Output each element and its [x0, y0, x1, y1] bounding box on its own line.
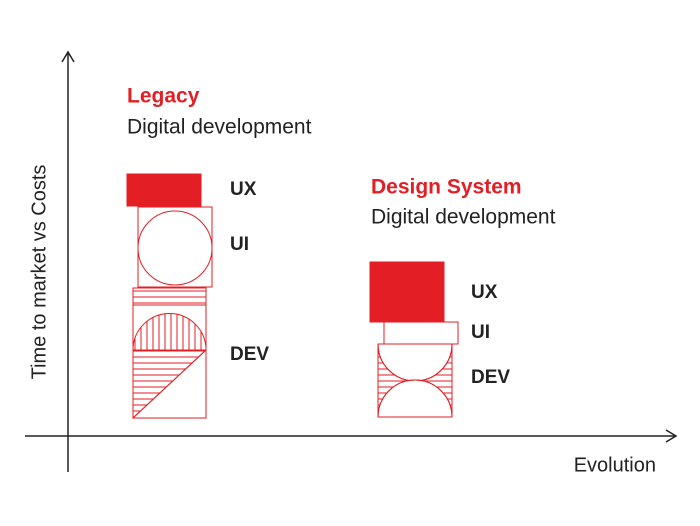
legacy-stack: [126, 173, 213, 419]
layer-label: UX: [471, 282, 498, 303]
axes: [25, 50, 678, 472]
layer-label: UX: [230, 179, 257, 200]
group-subtitle: Digital development: [371, 206, 556, 229]
layer-label: DEV: [471, 367, 510, 388]
y-axis-label: Time to market vs Costs: [28, 165, 50, 380]
layer-label: UI: [471, 322, 490, 343]
layer-label: DEV: [230, 344, 269, 365]
group-title: Legacy: [127, 85, 200, 108]
group-title: Design System: [371, 176, 522, 199]
x-axis-label: Evolution: [574, 454, 656, 476]
design-system-stack: [369, 261, 459, 418]
layer-label: UI: [230, 234, 249, 255]
group-subtitle: Digital development: [127, 116, 312, 139]
